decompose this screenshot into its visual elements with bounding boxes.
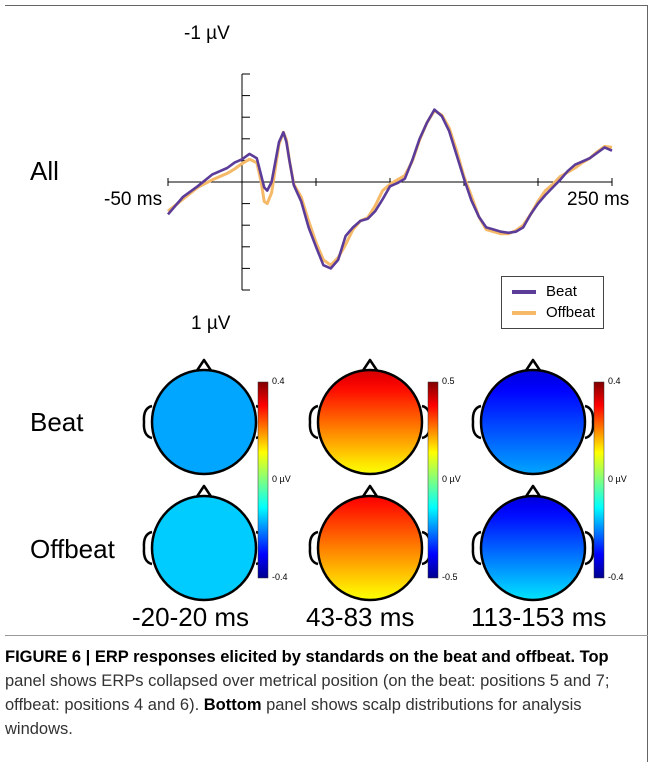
window-label-1: -20-20 ms [132,602,250,632]
series-line-offbeat [167,109,613,267]
legend-label-beat: Beat [546,283,577,300]
head-ear [584,404,595,440]
colorbar-label-mid: 0 µV [442,474,461,484]
figure-graphics [142,73,613,602]
window-label-2: 43-83 ms [306,602,415,632]
head-ear [471,530,482,566]
topomap-offbeat-3 [471,484,595,602]
topo-row-label-offbeat: Offbeat [30,534,115,564]
legend-swatch-offbeat [512,311,536,315]
topo-row-label-beat: Beat [30,407,84,437]
head-ear [142,530,153,566]
colorbar-label-mid: 0 µV [272,474,291,484]
colorbar-label-max: 0.5 [442,376,455,386]
topomap-beat-3 [471,358,595,476]
scalp-map [150,494,258,602]
scalp-map [479,494,587,602]
colorbar-label-max: 0.4 [272,376,285,386]
y-top-label: -1 µV [184,23,230,44]
topo-maps [142,358,605,602]
caption-top-word: Top [579,648,609,666]
y-bottom-label: 1 µV [191,313,231,334]
caption-top-text: panel shows ERPs collapsed over metrical… [5,672,610,714]
colorbar-label-min: -0.5 [442,572,458,582]
window-label-3: 113-153 ms [471,602,607,632]
topomap-offbeat-1 [142,484,266,602]
head-ear [471,404,482,440]
colorbar-1 [257,381,269,579]
erp-panel-label: All [30,156,59,186]
topomap-beat-1 [142,358,266,476]
scalp-map [479,368,587,476]
colorbar-3 [593,381,605,579]
colorbar-2 [427,381,439,579]
caption-label: FIGURE 6 | ERP responses elicited by sta… [5,648,576,666]
topomap-beat-2 [308,358,432,476]
caption-bottom-text: panel shows scalp distributions for anal… [5,696,582,738]
head-ear [308,404,319,440]
legend-swatch-beat [512,290,536,294]
colorbar-label-min: -0.4 [608,572,624,582]
topomap-offbeat-2 [308,484,432,602]
colorbar-label-max: 0.4 [608,376,621,386]
scalp-map [150,368,258,476]
series-line-beat [167,108,613,270]
x-min-label: -50 ms [104,189,163,210]
figure-frame [5,5,648,762]
scalp-map [316,494,424,602]
figure-caption: FIGURE 6 | ERP responses elicited by sta… [5,645,645,741]
erp-axes [167,73,613,291]
colorbar-label-mid: 0 µV [608,474,627,484]
head-ear [308,530,319,566]
erp-legend: Beat Offbeat [501,276,604,329]
colorbar-label-min: -0.4 [272,572,288,582]
legend-label-offbeat: Offbeat [546,304,595,321]
x-max-label: 250 ms [567,189,630,210]
scalp-map [316,368,424,476]
caption-separator [5,635,648,763]
erp-series [167,108,613,270]
head-ear [584,530,595,566]
caption-bottom-word: Bottom [203,696,262,714]
head-ear [142,404,153,440]
